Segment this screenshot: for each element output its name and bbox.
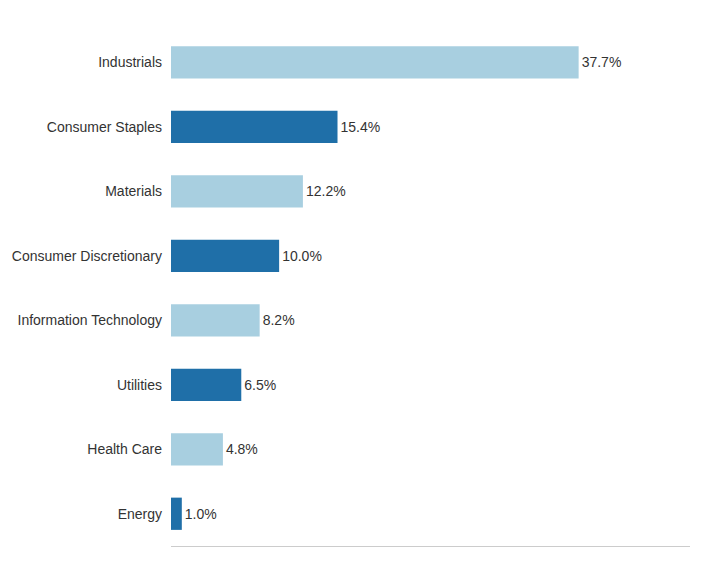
svg-text:Health Care: Health Care bbox=[87, 441, 162, 457]
svg-text:12.2%: 12.2% bbox=[306, 183, 346, 199]
svg-text:37.7%: 37.7% bbox=[582, 54, 622, 70]
svg-text:Industrials: Industrials bbox=[98, 54, 162, 70]
svg-text:15.4%: 15.4% bbox=[341, 119, 381, 135]
svg-text:Consumer Staples: Consumer Staples bbox=[47, 119, 162, 135]
svg-text:4.8%: 4.8% bbox=[226, 441, 258, 457]
svg-text:Utilities: Utilities bbox=[117, 377, 162, 393]
svg-text:1.0%: 1.0% bbox=[185, 506, 217, 522]
svg-text:Energy: Energy bbox=[118, 506, 162, 522]
svg-text:10.0%: 10.0% bbox=[282, 248, 322, 264]
svg-text:Materials: Materials bbox=[105, 183, 162, 199]
svg-text:6.5%: 6.5% bbox=[244, 377, 276, 393]
svg-text:8.2%: 8.2% bbox=[263, 312, 295, 328]
svg-text:Information Technology: Information Technology bbox=[18, 312, 163, 328]
svg-text:Consumer Discretionary: Consumer Discretionary bbox=[12, 248, 162, 264]
